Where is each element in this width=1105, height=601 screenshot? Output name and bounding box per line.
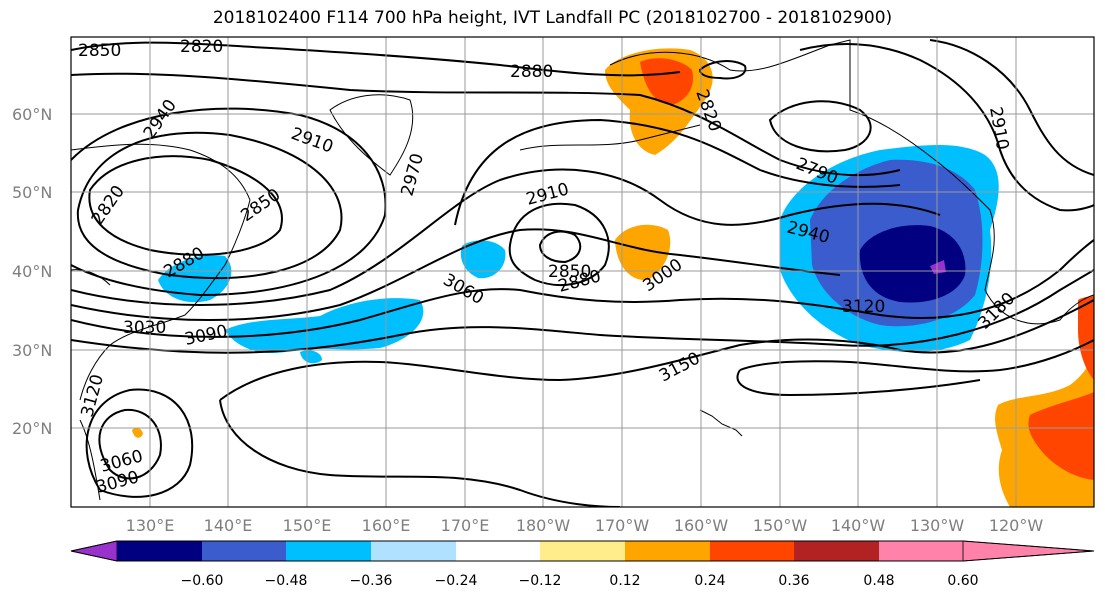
contour xyxy=(71,72,901,177)
contour xyxy=(799,43,1094,212)
positive-anomaly-central xyxy=(615,224,671,281)
colorbar-tick-label: −0.12 xyxy=(519,573,562,589)
lon-label: 160°W xyxy=(674,516,729,535)
contour xyxy=(698,60,747,80)
latitude-labels: 60°N 50°N 40°N 30°N 20°N xyxy=(12,105,52,438)
contour xyxy=(219,299,1094,401)
contour-label: 3030 xyxy=(123,318,166,338)
colorbar-segment xyxy=(202,541,286,561)
colorbar-extend-low xyxy=(70,540,118,562)
colorbar-segment xyxy=(117,541,202,561)
contour xyxy=(71,168,941,306)
contour xyxy=(71,239,1094,338)
contour xyxy=(454,118,901,226)
colorbar-tick-label: 0.24 xyxy=(694,573,725,589)
coastline-layer xyxy=(71,39,1094,501)
lon-label: 150°E xyxy=(283,516,332,535)
lon-label: 140°W xyxy=(831,516,886,535)
colorbar: −0.60 −0.48 −0.36 −0.24 −0.12 0.12 0.24 … xyxy=(70,540,1095,589)
contour xyxy=(71,228,841,321)
lat-label: 60°N xyxy=(12,105,52,124)
lon-label: 130°E xyxy=(126,516,175,535)
contour xyxy=(219,399,621,507)
contour-label: 2850 xyxy=(78,41,121,61)
contour xyxy=(71,107,387,297)
positive-anomaly-baja-core xyxy=(1028,392,1094,480)
lon-label: 180°W xyxy=(516,516,571,535)
negative-anomaly-small xyxy=(300,350,322,364)
colorbar-tick-label: −0.24 xyxy=(435,573,478,589)
colorbar-segment xyxy=(371,541,456,561)
lon-label: 140°E xyxy=(204,516,253,535)
philippines xyxy=(79,419,101,501)
colorbar-extend-high xyxy=(962,540,1095,562)
aleutian-chain xyxy=(519,124,701,151)
lon-label: 130°W xyxy=(910,516,965,535)
contour xyxy=(71,269,1094,354)
contour xyxy=(76,131,343,279)
lon-label: 160°E xyxy=(362,516,411,535)
lon-label: 170°E xyxy=(441,516,490,535)
positive-anomaly-bering-core xyxy=(640,58,694,105)
contour xyxy=(538,230,582,264)
colorbar-tick-label: −0.48 xyxy=(265,573,308,589)
map-frame xyxy=(70,36,1095,508)
positive-anomaly-east-edge xyxy=(1078,296,1094,380)
longitude-labels: 130°E 140°E 150°E 160°E 170°E 180°W 170°… xyxy=(126,516,1044,535)
contour xyxy=(85,388,194,498)
lon-label: 170°W xyxy=(595,516,650,535)
colorbar-tick-label: −0.60 xyxy=(181,573,224,589)
contour-label: 3120 xyxy=(842,297,885,317)
lat-label: 40°N xyxy=(12,262,52,281)
colorbar-segment xyxy=(456,541,540,561)
colorbar-tick-label: 0.36 xyxy=(778,573,809,589)
alaska-coast xyxy=(609,39,1094,325)
lat-label: 30°N xyxy=(12,341,52,360)
height-contours xyxy=(71,39,1094,507)
contour-label: 2880 xyxy=(510,62,553,82)
hawaii xyxy=(699,409,743,437)
colorbar-segment xyxy=(794,541,879,561)
contour xyxy=(71,41,681,77)
lat-label: 20°N xyxy=(12,419,52,438)
contour xyxy=(88,155,283,256)
colorbar-segment xyxy=(625,541,710,561)
colorbar-segment xyxy=(286,541,371,561)
colorbar-tick-label: 0.12 xyxy=(609,573,640,589)
contour xyxy=(768,100,872,153)
colorbar-tick-label: 0.48 xyxy=(863,573,894,589)
positive-anomaly-typhoon xyxy=(132,427,143,438)
contour xyxy=(508,202,610,286)
contour xyxy=(739,339,1094,373)
lon-label: 150°W xyxy=(753,516,808,535)
contour-label: 2820 xyxy=(180,37,223,57)
negative-anomaly-central-north xyxy=(460,240,506,279)
contour xyxy=(929,39,1094,176)
figure-title: 2018102400 F114 700 hPa height, IVT Land… xyxy=(212,8,893,28)
contour-label: 2850 xyxy=(548,262,591,282)
contour xyxy=(98,408,162,480)
contour xyxy=(736,369,981,397)
lon-label: 120°W xyxy=(989,516,1044,535)
graticule xyxy=(71,37,1094,507)
negative-anomaly-northeast-pacific-strong xyxy=(859,225,966,303)
colorbar-segment xyxy=(879,541,963,561)
colorbar-tick-label: 0.60 xyxy=(947,573,978,589)
colorbar-segment xyxy=(710,541,794,561)
lat-label: 50°N xyxy=(12,183,52,202)
kamchatka-coast xyxy=(329,94,414,176)
ivt-fill-layer xyxy=(132,48,1094,507)
colorbar-tick-label: −0.36 xyxy=(350,573,393,589)
colorbar-segment xyxy=(540,541,625,561)
negative-anomaly-japan xyxy=(158,255,232,303)
